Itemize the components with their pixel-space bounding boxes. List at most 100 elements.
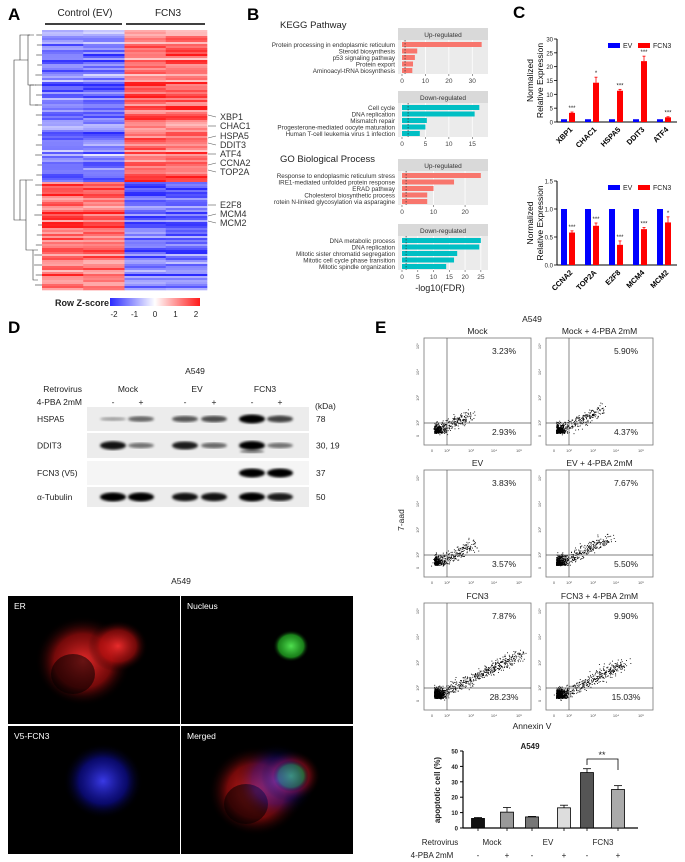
flow-event xyxy=(557,564,559,565)
flow-event xyxy=(566,559,568,561)
heatmap-cell xyxy=(165,238,208,241)
flow-event xyxy=(499,658,501,660)
heatmap-cell xyxy=(83,46,125,49)
heatmap-cell xyxy=(83,48,125,51)
flow-event xyxy=(434,425,436,427)
heatmap-cell xyxy=(124,242,167,245)
heatmap-cell xyxy=(42,238,84,241)
heatmap-cell xyxy=(83,174,125,177)
heatmap-cell xyxy=(165,234,208,237)
flow-event xyxy=(459,553,461,555)
flow-event xyxy=(615,673,617,675)
flow-event xyxy=(584,552,586,554)
flow-event xyxy=(593,542,595,544)
flow-event xyxy=(441,695,443,697)
flow-event xyxy=(435,424,437,426)
flow-event xyxy=(599,543,601,545)
heatmap-cell xyxy=(124,228,167,231)
flow-event xyxy=(454,419,456,420)
flow-event xyxy=(563,692,565,694)
treatment-sign: + xyxy=(505,851,510,860)
flow-event xyxy=(611,660,613,662)
flow-event xyxy=(443,694,445,696)
heatmap-cell xyxy=(83,194,125,197)
flow-event xyxy=(615,670,617,672)
heatmap-cell xyxy=(124,230,167,233)
flow-event xyxy=(619,667,621,669)
heatmap-cell xyxy=(83,220,125,223)
flow-event xyxy=(497,672,499,673)
heatmap-cell xyxy=(42,256,84,259)
flow-event xyxy=(460,421,462,423)
flow-event xyxy=(602,408,603,409)
flow-event xyxy=(499,664,501,666)
flow-plot-frame xyxy=(423,337,532,446)
flow-event xyxy=(451,555,452,557)
flow-event xyxy=(581,545,583,547)
flow-event xyxy=(565,697,566,699)
flow-event xyxy=(444,691,446,693)
heatmap-cell xyxy=(83,70,125,73)
flow-event xyxy=(475,673,476,675)
heatmap-cell xyxy=(83,248,125,251)
heatmap-cell xyxy=(42,284,84,287)
heatmap-cell xyxy=(83,100,125,103)
heatmap-cell xyxy=(42,132,84,135)
flow-event xyxy=(589,546,591,548)
flow-event xyxy=(584,412,586,414)
flow-x-tick: 0 xyxy=(553,448,556,453)
flow-event xyxy=(558,695,559,697)
flow-event xyxy=(602,544,604,546)
flow-event xyxy=(492,663,494,664)
flow-event xyxy=(438,430,440,431)
flow-event xyxy=(593,413,595,415)
flow-event xyxy=(498,669,500,671)
flow-event xyxy=(483,671,485,673)
flow-event xyxy=(582,552,584,553)
flow-y-tick: 10⁵ xyxy=(415,475,420,481)
flow-event xyxy=(559,688,561,690)
flow-event xyxy=(599,410,601,412)
flow-event xyxy=(440,559,442,561)
flow-event xyxy=(591,676,592,678)
flow-event xyxy=(560,432,562,434)
flow-event xyxy=(479,674,481,676)
category-label: ERAD pathway xyxy=(352,186,396,193)
flow-event xyxy=(560,562,562,564)
flow-event xyxy=(596,670,597,672)
protein-band xyxy=(239,492,265,502)
flow-y-tick: 10⁴ xyxy=(415,369,420,375)
x-tick-label: 20 xyxy=(461,209,469,216)
flow-event xyxy=(442,690,444,691)
flow-event xyxy=(566,694,567,696)
flow-event xyxy=(448,689,450,691)
blot-kda-value: 30, 19 xyxy=(316,441,340,451)
flow-event xyxy=(594,674,596,676)
flow-event xyxy=(592,679,594,681)
flow-event xyxy=(511,656,513,658)
flow-event xyxy=(581,417,583,419)
flow-event xyxy=(588,543,590,545)
flow-event xyxy=(494,662,496,663)
heatmap-cell xyxy=(83,190,125,193)
flow-event xyxy=(589,678,590,680)
flow-event xyxy=(586,549,588,551)
flow-x-tick: 10⁵ xyxy=(516,713,522,718)
flow-event xyxy=(560,559,562,561)
flow-event xyxy=(476,676,478,678)
heatmap-cell xyxy=(124,36,167,39)
flow-event xyxy=(601,408,603,410)
flow-event xyxy=(460,688,462,690)
flow-event xyxy=(448,694,450,696)
flow-event xyxy=(586,544,588,546)
flow-event xyxy=(460,415,462,417)
flow-event xyxy=(602,667,604,669)
category-label: DNA replication xyxy=(352,111,396,118)
flow-event xyxy=(578,429,579,431)
heatmap-cell xyxy=(42,136,84,139)
flow-event xyxy=(596,418,598,420)
flow-event xyxy=(440,692,442,694)
heatmap-cell xyxy=(42,138,84,141)
flow-event xyxy=(437,563,439,565)
